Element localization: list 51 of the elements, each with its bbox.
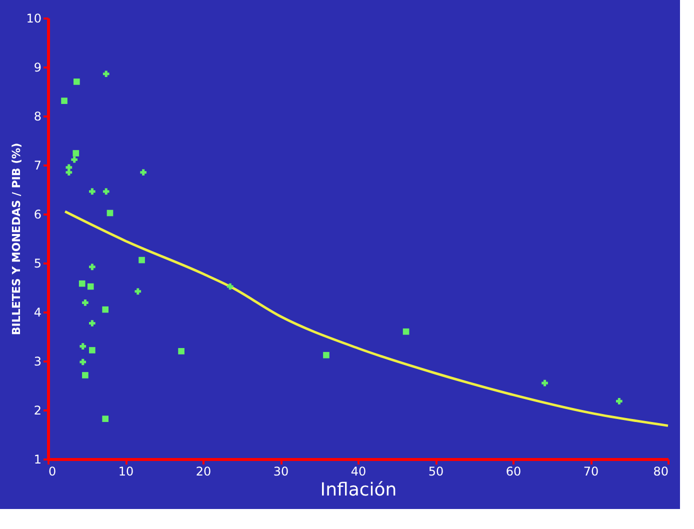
y-tick-label: 9 bbox=[34, 60, 42, 74]
point bbox=[140, 169, 146, 176]
x-tick-label: 80 bbox=[653, 464, 668, 478]
point bbox=[226, 283, 234, 290]
y-tick-label: 5 bbox=[34, 256, 42, 270]
point bbox=[89, 347, 96, 354]
point bbox=[102, 70, 110, 78]
x-tick-label: 50 bbox=[428, 464, 444, 478]
point bbox=[82, 372, 88, 378]
x-tick-label: 30 bbox=[273, 464, 289, 478]
point bbox=[74, 78, 80, 85]
y-tick-label: 1 bbox=[34, 452, 42, 466]
y-tick-label: 4 bbox=[34, 306, 42, 320]
point bbox=[71, 156, 78, 163]
point bbox=[402, 328, 410, 335]
point bbox=[61, 98, 68, 104]
point bbox=[323, 352, 330, 358]
point bbox=[87, 283, 94, 290]
x-tick-label: 0 bbox=[48, 464, 56, 478]
point bbox=[542, 380, 548, 386]
point bbox=[102, 416, 109, 422]
y-tick-label: 6 bbox=[34, 208, 42, 222]
point bbox=[80, 358, 86, 366]
y-axis-title: BILLETES Y MONEDAS / PIB (%) bbox=[10, 142, 24, 336]
y-tick-label: 2 bbox=[34, 404, 42, 418]
point bbox=[82, 300, 88, 306]
point bbox=[72, 150, 80, 156]
point bbox=[89, 320, 96, 326]
x-tick-label: 10 bbox=[118, 464, 134, 478]
point bbox=[102, 188, 110, 195]
x-tick-label: 20 bbox=[196, 464, 212, 478]
point bbox=[138, 256, 145, 264]
point bbox=[178, 348, 184, 354]
y-tick-label: 3 bbox=[34, 354, 42, 368]
point bbox=[80, 343, 86, 350]
point bbox=[106, 210, 114, 216]
point bbox=[89, 188, 96, 195]
point bbox=[616, 398, 622, 404]
point bbox=[78, 280, 86, 287]
x-axis-title: Inflación bbox=[320, 480, 397, 500]
point bbox=[102, 306, 109, 313]
y-tick-label: 8 bbox=[34, 110, 42, 124]
point bbox=[134, 288, 142, 295]
line-series bbox=[64, 210, 670, 427]
x-tick-label: 70 bbox=[583, 464, 599, 478]
point bbox=[89, 264, 96, 270]
x-tick-label: 40 bbox=[350, 464, 366, 478]
x-tick-label: 60 bbox=[506, 464, 522, 478]
y-tick-label: 7 bbox=[34, 158, 42, 172]
point bbox=[66, 169, 72, 176]
y-tick-label: 10 bbox=[26, 12, 42, 26]
